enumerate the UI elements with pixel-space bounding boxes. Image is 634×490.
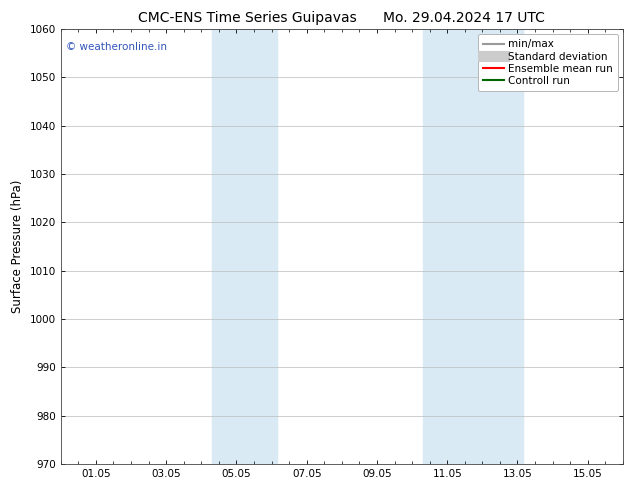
Bar bbox=[423, 29, 442, 464]
Bar bbox=[442, 29, 523, 464]
Text: © weatheronline.in: © weatheronline.in bbox=[67, 42, 167, 52]
Bar bbox=[212, 29, 231, 464]
Title: CMC-ENS Time Series Guipavas      Mo. 29.04.2024 17 UTC: CMC-ENS Time Series Guipavas Mo. 29.04.2… bbox=[138, 11, 545, 25]
Legend: min/max, Standard deviation, Ensemble mean run, Controll run: min/max, Standard deviation, Ensemble me… bbox=[477, 34, 618, 91]
Bar bbox=[231, 29, 277, 464]
Y-axis label: Surface Pressure (hPa): Surface Pressure (hPa) bbox=[11, 180, 24, 313]
